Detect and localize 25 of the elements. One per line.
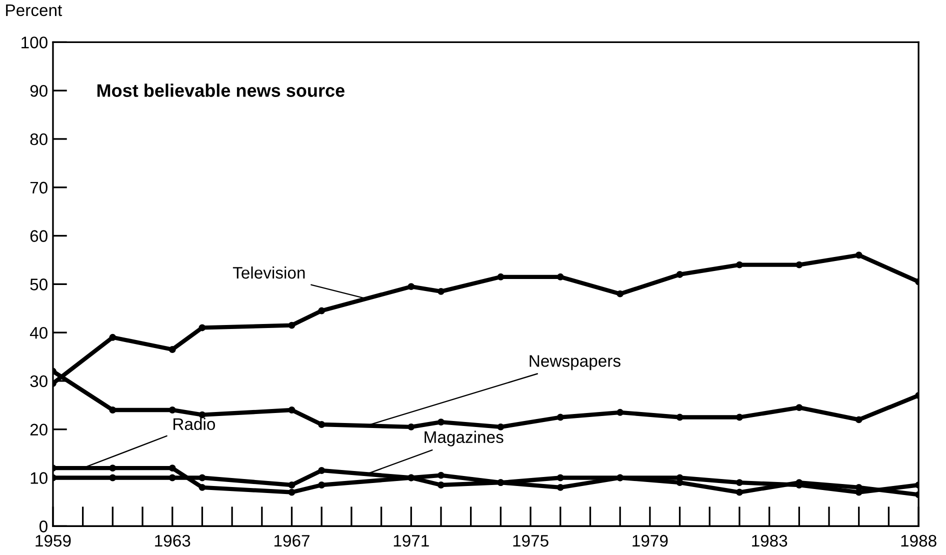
y-tick-label: 50 — [30, 278, 48, 290]
y-tick-label: 100 — [22, 36, 48, 48]
text: Television — [232, 266, 305, 279]
y-tick-label: 0 — [40, 520, 48, 532]
y-tick-label: 90 — [30, 84, 48, 97]
y-tick-label: 30 — [30, 375, 48, 388]
y-tick-label: 80 — [30, 133, 48, 146]
x-tick-label: 1959 — [36, 534, 71, 547]
y-tick-label: 10 — [30, 472, 48, 484]
x-tick-label: 1971 — [394, 534, 429, 547]
text: Most believable news source — [97, 84, 344, 97]
series-label: Magazines — [424, 430, 504, 446]
y-tick-label: 20 — [30, 424, 48, 436]
y-axis-title: Percent — [6, 4, 62, 16]
x-tick-label: 1963 — [155, 534, 190, 547]
text: Newspapers — [530, 355, 620, 370]
text: Radio — [174, 418, 216, 430]
x-tick-label: 1983 — [752, 534, 788, 547]
x-tick-label: 1988 — [901, 534, 936, 547]
x-tick-label: 1975 — [513, 534, 548, 547]
x-tick-label: 1967 — [274, 534, 310, 547]
y-tick-label: 40 — [30, 326, 48, 339]
y-tick-label: 60 — [30, 230, 48, 242]
x-tick-label: 1979 — [632, 534, 668, 547]
y-tick-label: 70 — [30, 182, 48, 194]
